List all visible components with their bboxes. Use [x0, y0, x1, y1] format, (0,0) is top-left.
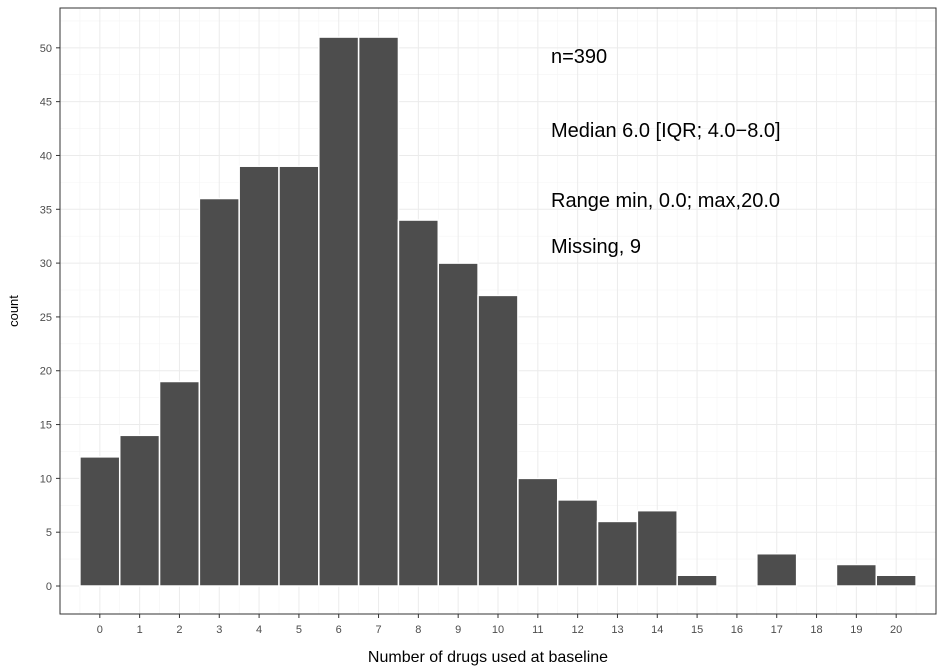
x-tick-label: 5: [296, 624, 302, 636]
x-axis-ticks: 0 1 2 3 4 5 6 7 8 9 10 11 12 13 14 15 16 17 18 19 20: [97, 614, 902, 636]
histogram-bar: [238, 165, 280, 587]
y-axis-ticks: 0 5 10 15 20 25 30 35 40 45 50: [40, 43, 60, 593]
x-tick-label: 8: [415, 624, 421, 636]
x-tick-label: 1: [137, 624, 143, 636]
histogram-bar: [198, 197, 240, 587]
histogram-bar: [835, 563, 878, 587]
histogram-bar: [676, 574, 718, 587]
annotation-n: n=390: [551, 46, 607, 68]
x-tick-label: 4: [256, 624, 262, 636]
y-tick-label: 0: [46, 581, 52, 593]
x-tick-label: 2: [176, 624, 182, 636]
x-tick-label: 18: [810, 624, 822, 636]
histogram-bar: [318, 36, 360, 587]
x-tick-label: 13: [611, 624, 623, 636]
y-tick-label: 5: [46, 527, 52, 539]
x-tick-label: 19: [850, 624, 862, 636]
histogram-bar: [517, 477, 559, 587]
x-tick-label: 3: [216, 624, 222, 636]
x-tick-label: 14: [651, 624, 663, 636]
y-axis-title: count: [6, 295, 21, 327]
x-tick-label: 12: [572, 624, 584, 636]
x-tick-label: 16: [731, 624, 743, 636]
y-tick-label: 20: [40, 366, 52, 378]
x-tick-label: 15: [691, 624, 703, 636]
histogram-bar: [875, 574, 917, 587]
annotation-missing: Missing, 9: [551, 236, 641, 258]
x-tick-label: 0: [97, 624, 103, 636]
y-tick-label: 45: [40, 97, 52, 109]
x-tick-label: 6: [336, 624, 342, 636]
annotation-median: Median 6.0 [IQR; 4.0−8.0]: [551, 120, 781, 142]
histogram-bar: [79, 456, 121, 587]
y-tick-label: 35: [40, 204, 52, 216]
x-tick-label: 9: [455, 624, 461, 636]
histogram-bar: [278, 165, 320, 587]
histogram-bar: [756, 552, 798, 587]
y-tick-label: 15: [40, 420, 52, 432]
histogram-bar: [357, 36, 400, 587]
histogram-bar: [556, 499, 599, 587]
y-tick-label: 25: [40, 312, 52, 324]
x-tick-label: 20: [890, 624, 902, 636]
histogram-bar: [477, 294, 519, 587]
y-tick-label: 40: [40, 150, 52, 162]
y-tick-label: 30: [40, 258, 52, 270]
y-tick-label: 10: [40, 473, 52, 485]
x-tick-label: 17: [771, 624, 783, 636]
histogram-bars: [79, 36, 917, 587]
y-tick-label: 50: [40, 43, 52, 55]
histogram-bar: [437, 262, 479, 587]
histogram-bar: [636, 509, 678, 587]
annotation-range: Range min, 0.0; max,20.0: [551, 190, 780, 212]
x-tick-label: 11: [532, 624, 543, 636]
x-tick-label: 7: [375, 624, 381, 636]
histogram-bar: [397, 219, 440, 587]
histogram-bar: [158, 380, 201, 587]
histogram-bar: [118, 434, 161, 587]
x-axis-title: Number of drugs used at baseline: [368, 649, 608, 666]
x-tick-label: 10: [492, 624, 504, 636]
histogram-bar: [596, 520, 639, 587]
